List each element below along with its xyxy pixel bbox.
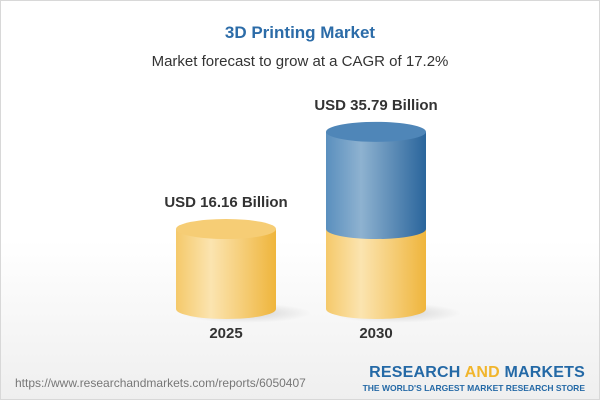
category-label: 2030 — [359, 325, 392, 342]
logo-tagline: THE WORLD'S LARGEST MARKET RESEARCH STOR… — [362, 383, 585, 393]
source-url[interactable]: https://www.researchandmarkets.com/repor… — [15, 376, 306, 390]
research-and-markets-logo: RESEARCH AND MARKETS THE WORLD'S LARGEST… — [362, 364, 585, 393]
chart-title: 3D Printing Market — [224, 23, 376, 42]
category-label: 2025 — [209, 325, 242, 342]
cylinder-body-2025 — [176, 229, 276, 319]
data-label: USD 35.79 Billion — [314, 97, 437, 114]
chart-subtitle: Market forecast to grow at a CAGR of 17.… — [151, 53, 449, 70]
cylinder-top-2025 — [176, 219, 276, 240]
cylinder-growth-segment-2030 — [326, 131, 426, 240]
cylinder-base-segment-2030 — [326, 229, 426, 319]
data-label: USD 16.16 Billion — [164, 194, 287, 211]
cylinder-top-2030 — [326, 121, 426, 142]
